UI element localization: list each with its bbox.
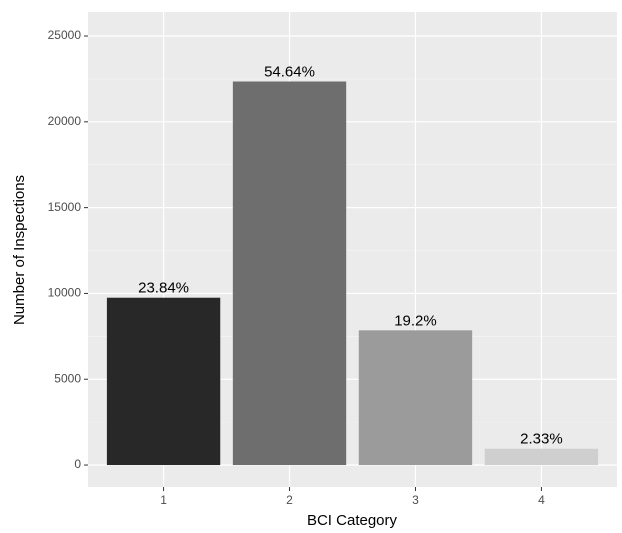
- percent-label: 23.84%: [138, 280, 189, 297]
- x-tick-label: 2: [286, 493, 293, 507]
- y-tick-label: 5000: [54, 371, 81, 385]
- bar: [106, 297, 221, 466]
- bar: [358, 330, 473, 466]
- percent-label: 54.64%: [264, 63, 315, 80]
- y-tick-label: 25000: [48, 28, 82, 42]
- y-tick-label: 15000: [48, 200, 82, 214]
- percent-label: 19.2%: [394, 312, 437, 329]
- x-axis-title: BCI Category: [307, 512, 398, 529]
- y-tick-label: 10000: [48, 286, 82, 300]
- x-tick-label: 4: [538, 493, 545, 507]
- y-tick-label: 20000: [48, 114, 82, 128]
- y-axis-title: Number of Inspections: [11, 175, 28, 325]
- percent-label: 2.33%: [520, 431, 563, 448]
- bar: [232, 81, 347, 466]
- x-tick-label: 1: [160, 493, 167, 507]
- x-tick-label: 3: [412, 493, 419, 507]
- bar: [484, 448, 599, 466]
- y-tick-label: 0: [74, 457, 81, 471]
